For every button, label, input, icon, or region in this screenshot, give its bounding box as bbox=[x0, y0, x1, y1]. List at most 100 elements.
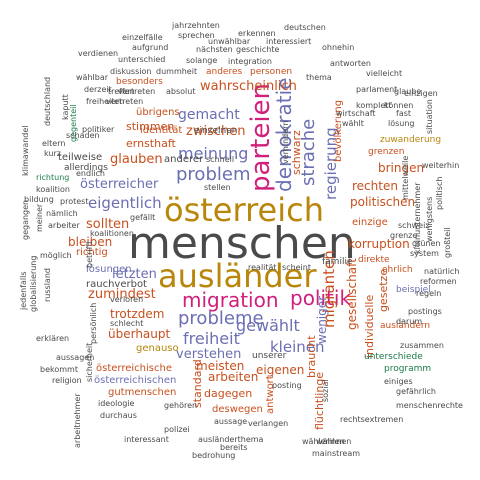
word-uebrigens: übrigens bbox=[136, 107, 180, 118]
word-wenigstens: wenigstens bbox=[425, 196, 434, 242]
word-unterschied: unterschied bbox=[118, 55, 166, 64]
word-stellen: stellen bbox=[204, 183, 231, 192]
word-glauben: glauben bbox=[110, 152, 163, 167]
word-jahrzehnten: jahrzehnten bbox=[172, 21, 220, 30]
word-unterschiede: unterschiede bbox=[364, 352, 423, 362]
word-arbeiten: arbeiten bbox=[208, 370, 259, 384]
word-kleinunternehmer: kleinunternehmer bbox=[413, 182, 422, 254]
word-posting: posting bbox=[272, 381, 302, 390]
word-freiheit: freiheit bbox=[183, 329, 240, 348]
word-problem: problem bbox=[176, 164, 251, 185]
word-zumindest: zumindest bbox=[88, 287, 156, 302]
word-politiker: politiker bbox=[82, 125, 115, 134]
word-bekommt: bekommt bbox=[40, 365, 78, 374]
word-arbeiter: arbeiter bbox=[48, 221, 80, 230]
word-politik: politik bbox=[290, 286, 352, 310]
word-einzelnen: einzelnen bbox=[194, 126, 238, 136]
word-gemacht: gemacht bbox=[178, 107, 240, 123]
word-bereits: bereits bbox=[220, 443, 248, 452]
word-schwarz: schwarz bbox=[290, 130, 303, 175]
word-genauso: genauso bbox=[136, 343, 179, 354]
word-weiterhin: weiterhin bbox=[422, 161, 460, 170]
word-einzigen: einzigen bbox=[404, 89, 438, 98]
word-ueberhaupt: überhaupt bbox=[108, 327, 171, 341]
word-einzige: einzige bbox=[352, 217, 388, 228]
word-scheint: scheint bbox=[282, 263, 311, 272]
word-anderer: anderer bbox=[164, 154, 204, 165]
word-rechten: rechten bbox=[352, 179, 398, 193]
word-bildung: bildung bbox=[24, 195, 54, 204]
word-verdienen: verdienen bbox=[78, 49, 119, 58]
word-kurz: kurz bbox=[44, 149, 61, 158]
word-bleiben: bleiben bbox=[68, 235, 113, 249]
word-deutschen: deutschen bbox=[284, 23, 326, 32]
word-oesterreicher: österreicher bbox=[80, 177, 159, 192]
word-reformen: reformen bbox=[420, 277, 457, 286]
word-zwischen: zwischen bbox=[186, 124, 246, 139]
word-aussage: aussage bbox=[214, 417, 248, 426]
word-auslaenderthema: ausländerthema bbox=[198, 435, 264, 444]
word-gefaellt: gefällt bbox=[130, 213, 156, 222]
word-gehoeren: gehören bbox=[164, 401, 198, 410]
word-betrifft: betrifft bbox=[85, 240, 94, 268]
word-polizei: polizei bbox=[164, 425, 190, 434]
word-familie: familie bbox=[322, 257, 353, 267]
word-wahrscheinlich: wahrscheinlich bbox=[200, 79, 297, 94]
word-rauchverbot: rauchverbot bbox=[86, 279, 147, 290]
word-integration: integration bbox=[228, 57, 272, 66]
word-system: system bbox=[410, 249, 439, 258]
word-geschichte: geschichte bbox=[236, 45, 280, 54]
word-parteien: parteien bbox=[246, 82, 276, 192]
word-programm: programm bbox=[384, 364, 432, 374]
word-komplett: komplett bbox=[356, 101, 392, 110]
word-allerdings: allerdings bbox=[64, 163, 108, 173]
word-einiges: einiges bbox=[384, 377, 413, 386]
word-absolut: absolut bbox=[166, 87, 196, 96]
word-meiner: meiner bbox=[35, 203, 44, 232]
word-schnell: schnell bbox=[206, 155, 235, 164]
word-religion: religion bbox=[52, 376, 82, 385]
word-gesetze: gesetze bbox=[377, 268, 390, 312]
word-rechtsextremen: rechtsextremen bbox=[340, 415, 404, 424]
word-braucht: braucht bbox=[305, 335, 318, 378]
word-gewaehlt: gewählt bbox=[236, 316, 300, 335]
word-meinung: meinung bbox=[178, 144, 249, 163]
word-aussagen: aussagen bbox=[56, 353, 95, 362]
word-durchaus: durchaus bbox=[100, 411, 137, 420]
word-schlecht: schlecht bbox=[110, 319, 144, 328]
word-postings: postings bbox=[408, 307, 442, 316]
word-gruenen: grünen bbox=[412, 239, 441, 248]
word-grossteil: großteil bbox=[443, 227, 452, 258]
word-moeglich: möglich bbox=[40, 251, 72, 260]
word-politisch: politisch bbox=[435, 176, 444, 210]
word-bringen: bringen bbox=[378, 161, 425, 175]
word-vertreten: vertreten bbox=[118, 87, 156, 96]
word-direkte: direkte bbox=[358, 255, 390, 265]
word-vielleicht: vielleicht bbox=[366, 69, 403, 78]
word-situation: situation bbox=[425, 99, 434, 134]
word-erkennen: erkennen bbox=[238, 29, 276, 38]
word-loesungen: lösungen bbox=[86, 264, 132, 275]
word-deutschland: deutschland bbox=[43, 76, 52, 126]
word-beispiel: beispiel bbox=[396, 285, 431, 295]
word-unwaehlbar: unwählbar bbox=[208, 37, 251, 46]
word-kleinen: kleinen bbox=[270, 338, 325, 356]
word-wirtschaft: wirtschaft bbox=[336, 109, 376, 118]
word-politischen: politischen bbox=[350, 195, 416, 209]
word-diskussion: diskussion bbox=[110, 67, 152, 76]
word-verlangen: verlangen bbox=[248, 419, 289, 428]
word-identitaet: identität bbox=[140, 125, 183, 136]
word-bedrohung: bedrohung bbox=[192, 451, 236, 460]
word-anderes: anderes bbox=[206, 67, 243, 77]
word-sollten: sollten bbox=[86, 217, 130, 232]
word-eltern: eltern bbox=[42, 139, 66, 148]
word-richtig: richtig bbox=[76, 247, 108, 258]
word-natuerlich: natürlich bbox=[424, 267, 460, 276]
word-jedenfalls: jedenfalls bbox=[19, 271, 28, 310]
word-darum: darum bbox=[396, 317, 423, 326]
word-gesellschaft: gesellschaft bbox=[345, 258, 359, 330]
word-klimawandel: klimawandel bbox=[21, 125, 30, 176]
word-ernsthaft: ernsthaft bbox=[126, 137, 176, 150]
word-dummheit: dummheit bbox=[156, 67, 198, 76]
word-globalisierung: globalisierung bbox=[29, 255, 38, 312]
